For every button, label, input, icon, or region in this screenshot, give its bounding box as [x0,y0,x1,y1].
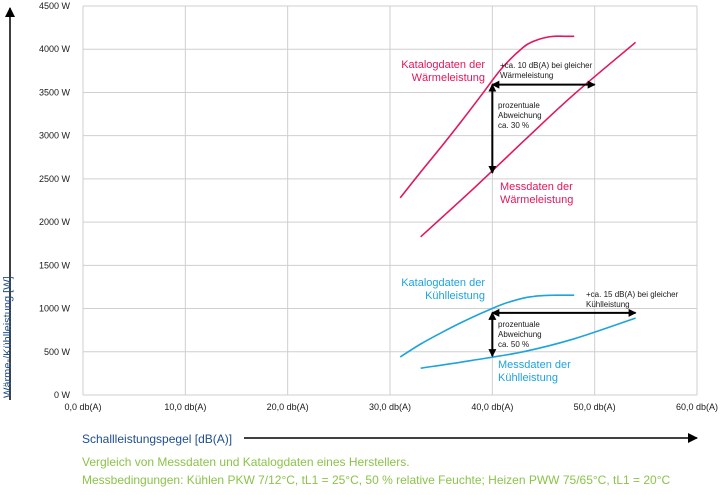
cool-catalog-line [399,294,575,358]
y-tick-label: 1000 W [39,304,71,314]
heat-measured-label: Messdaten der Wärmeleistung [500,181,573,206]
grid [82,5,698,396]
y-tick-label: 4000 W [39,44,71,54]
y-tick-label: 1500 W [39,260,71,270]
x-tick-label: 20,0 db(A) [267,402,309,412]
x-tick-label: 60,0 db(A) [676,402,718,412]
x-tick-label: 30,0 db(A) [369,402,411,412]
y-tick-label: 0 W [54,390,71,400]
heat-horizontal-note: +ca. 10 dB(A) bei gleicher Wärmeleistung [500,61,593,80]
x-tick-label: 50,0 db(A) [574,402,616,412]
cool-measured-label: Messdaten der Kühlleistung [498,359,571,384]
tick-labels: 0,0 db(A) 10,0 db(A) 20,0 db(A) 30,0 db(A) 4… [39,1,718,412]
y-tick-label: 500 W [44,347,71,357]
y-tick-label: 4500 W [39,1,71,11]
heat-catalog-label: Katalogdaten der Wärmeleistung [401,59,485,84]
x-tick-label: 0,0 db(A) [64,402,101,412]
heat-catalog-line [399,35,575,199]
heat-vertical-note: prozentuale Abweichung ca. 30 % [498,101,542,130]
heat-measured-line [420,41,637,238]
annotations: Katalogdaten der Wärmeleistung Messdaten d… [401,59,678,384]
cool-measured-line [420,317,636,369]
y-tick-label: 3500 W [39,87,71,97]
y-tick-label: 2500 W [39,174,71,184]
x-tick-label: 40,0 db(A) [471,402,513,412]
cool-vertical-note: prozentuale Abweichung ca. 50 % [498,320,542,349]
cool-catalog-label: Katalogdaten der Kühlleistung [401,277,485,302]
series-lines [399,35,637,369]
y-tick-label: 2000 W [39,217,71,227]
caption-line-2: Messbedingungen: Kühlen PKW 7/12°C, tL1 … [82,473,671,487]
y-tick-label: 3000 W [39,131,71,141]
y-axis-label: Wärme-/Kühlleistung [W] [2,276,14,398]
cool-horizontal-note: +ca. 15 dB(A) bei gleicher Kühlleistung [586,290,679,309]
caption-line-1: Vergleich von Messdaten und Katalogdaten… [82,455,410,469]
x-tick-label: 10,0 db(A) [164,402,206,412]
deviation-arrows [488,80,637,358]
x-axis-label: Schallleistungspegel [dB(A)] [82,432,232,446]
